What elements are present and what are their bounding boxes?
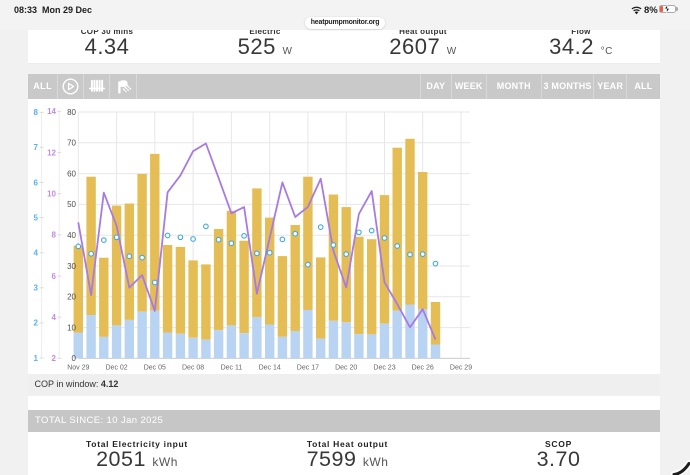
svg-text:Dec 05: Dec 05 [144, 364, 166, 371]
svg-text:Dec 29: Dec 29 [450, 364, 472, 371]
svg-text:Nov 29: Nov 29 [67, 364, 89, 371]
svg-text:40: 40 [67, 231, 76, 240]
svg-text:80: 80 [67, 107, 76, 116]
svg-text:10: 10 [67, 323, 76, 332]
svg-text:6: 6 [52, 271, 57, 280]
svg-text:10: 10 [47, 189, 56, 198]
svg-text:1: 1 [34, 353, 39, 362]
svg-text:Dec 14: Dec 14 [259, 364, 281, 371]
svg-text:30: 30 [67, 261, 76, 270]
svg-text:4: 4 [34, 248, 39, 257]
svg-text:12: 12 [47, 148, 56, 157]
svg-text:2: 2 [34, 318, 39, 327]
svg-text:Dec 26: Dec 26 [412, 364, 434, 371]
svg-text:20: 20 [67, 292, 76, 301]
svg-text:Dec 02: Dec 02 [106, 364, 128, 371]
svg-text:8: 8 [52, 230, 57, 239]
svg-text:60: 60 [67, 169, 76, 178]
svg-text:4: 4 [52, 313, 57, 322]
svg-text:8: 8 [34, 108, 39, 117]
svg-text:2: 2 [52, 354, 57, 363]
svg-text:Dec 23: Dec 23 [373, 364, 395, 371]
svg-text:6: 6 [34, 178, 39, 187]
svg-text:0: 0 [72, 354, 77, 363]
svg-text:7: 7 [34, 143, 39, 152]
svg-text:70: 70 [67, 138, 76, 147]
svg-text:Dec 11: Dec 11 [221, 364, 243, 371]
svg-text:5: 5 [34, 213, 39, 222]
svg-text:14: 14 [47, 107, 56, 116]
svg-text:50: 50 [67, 200, 76, 209]
svg-text:Dec 17: Dec 17 [297, 364, 319, 371]
svg-text:Dec 08: Dec 08 [182, 364, 204, 371]
svg-text:Dec 20: Dec 20 [335, 364, 357, 371]
svg-text:3: 3 [34, 283, 39, 292]
